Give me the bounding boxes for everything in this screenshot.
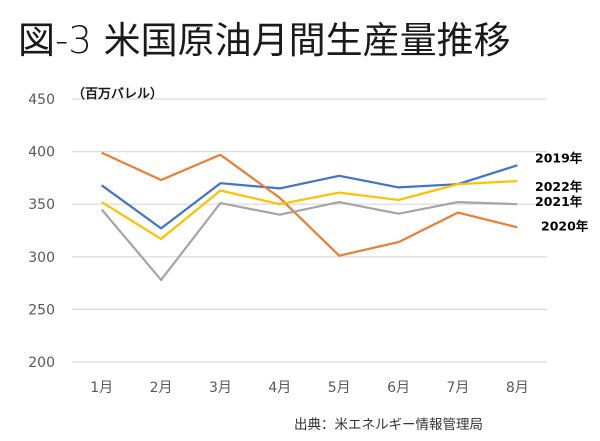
x-tick-label: 4月: [268, 380, 291, 396]
gridlines: [72, 98, 547, 363]
x-tick-label: 6月: [387, 380, 410, 396]
series-line-2020年: [101, 151, 518, 257]
x-tick-label: 5月: [328, 380, 351, 396]
y-tick-label: 450: [28, 92, 55, 108]
y-tick-label: 300: [28, 250, 55, 266]
x-tick-label: 3月: [209, 380, 232, 396]
series-label: 2019年: [535, 150, 583, 165]
x-tick-label: 8月: [506, 380, 529, 396]
y-tick-label: 400: [28, 145, 55, 161]
chart-title: 図-3 米国原油月間生産量推移: [18, 19, 511, 62]
series-label: 2022年: [535, 179, 583, 194]
series-line-2021年: [100, 201, 518, 281]
y-tick-label: 350: [28, 197, 55, 213]
series-label: 2020年: [541, 218, 589, 233]
unit-label: （百万バレル）: [72, 86, 163, 102]
source-note: 出典：米エネルギー情報管理局: [294, 417, 483, 433]
x-tick-label: 7月: [446, 380, 469, 396]
y-tick-label: 250: [28, 302, 55, 318]
series-line-2019年: [101, 164, 518, 230]
y-axis-ticks: 450 400 350 300 250 200: [28, 92, 55, 371]
x-axis-ticks: 1月 2月 3月 4月 5月 6月 7月 8月: [90, 380, 529, 396]
series-label: 2021年: [535, 194, 583, 209]
y-tick-label: 200: [28, 355, 55, 371]
series-line-2022年: [101, 180, 518, 240]
x-tick-label: 2月: [150, 380, 173, 396]
x-tick-label: 1月: [90, 380, 113, 396]
series-lines: [100, 151, 518, 281]
